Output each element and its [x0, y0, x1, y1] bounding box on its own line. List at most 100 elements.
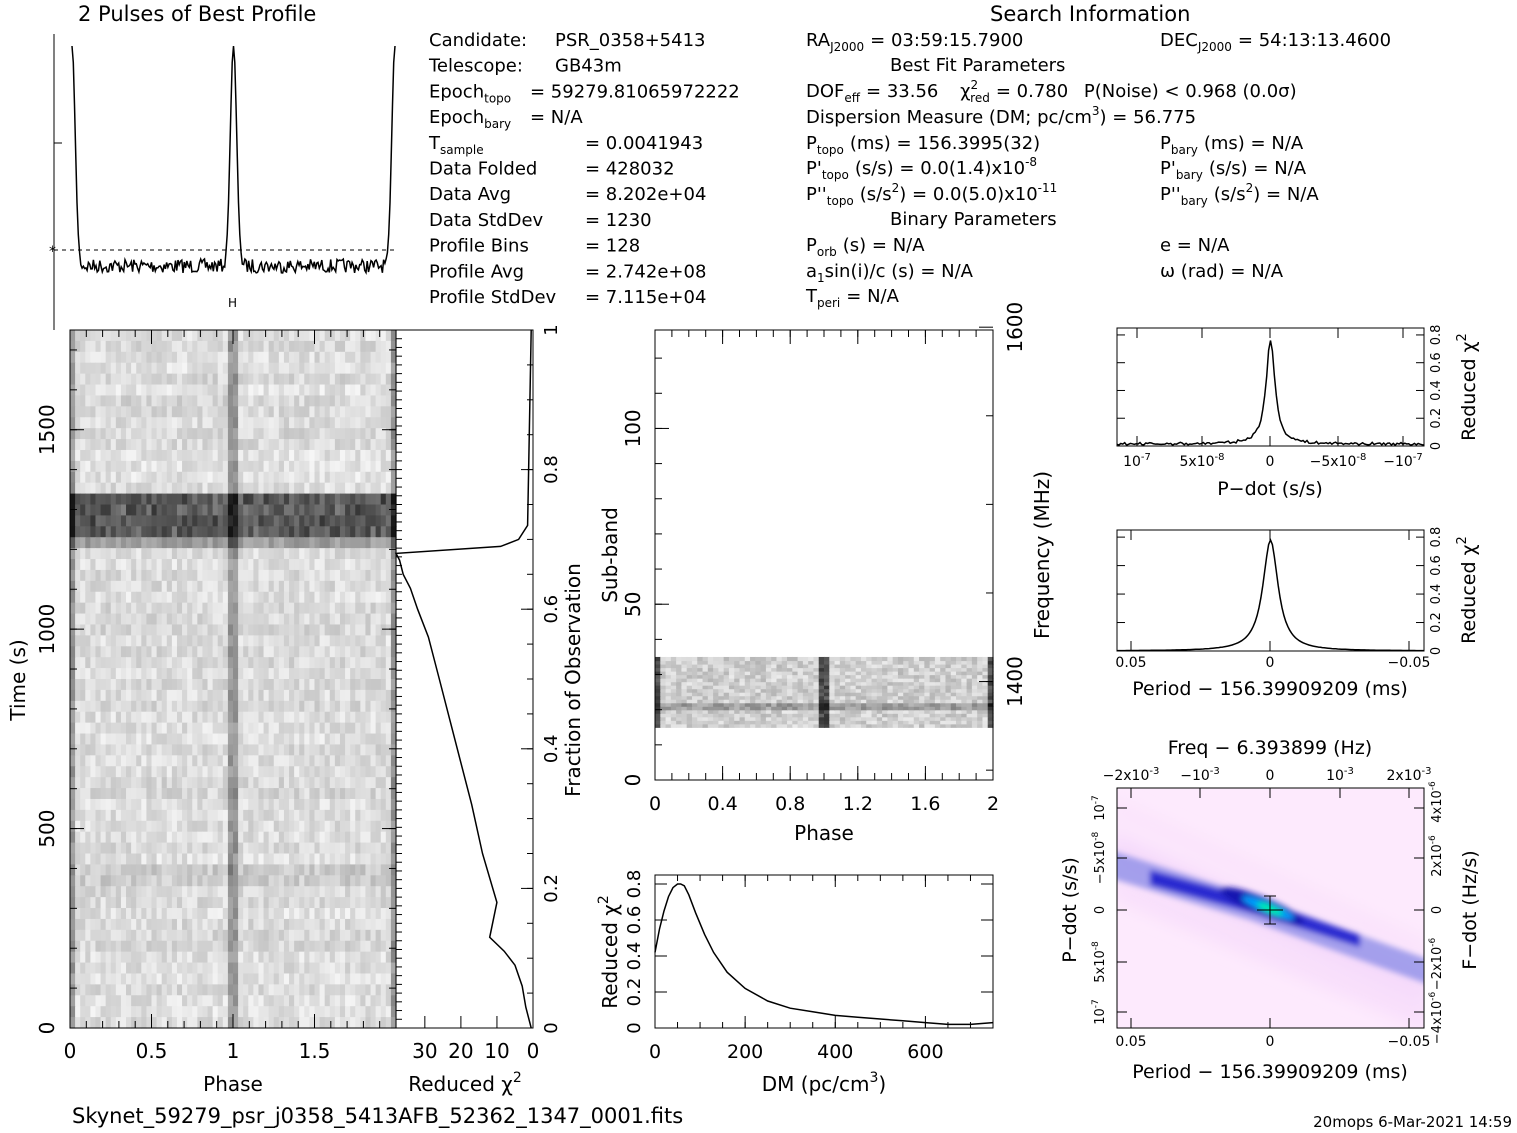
heatmap-cell — [85, 569, 91, 582]
subband-cell — [655, 702, 661, 707]
heatmap-cell — [131, 1006, 137, 1018]
heatmap-cell — [136, 591, 142, 604]
heatmap-cell — [110, 417, 117, 429]
subband-cell — [713, 723, 719, 728]
heatmap-cell — [233, 471, 239, 484]
heatmap-cell — [131, 722, 137, 735]
heatmap-cell — [319, 646, 326, 658]
heatmap-cell — [253, 559, 260, 571]
heatmap-cell — [166, 700, 173, 713]
heatmap-cell — [70, 940, 76, 953]
subband-cell — [707, 716, 714, 721]
search-info-title: Search Information — [990, 2, 1190, 26]
subband-cell — [934, 720, 941, 725]
heatmap-cell — [151, 384, 158, 397]
heatmap-cell — [131, 766, 137, 778]
heatmap-cell — [263, 700, 270, 713]
subband-cell — [829, 716, 836, 721]
heatmap-cell — [182, 526, 188, 538]
heatmap-cell — [197, 559, 204, 571]
heatmap-cell — [222, 755, 229, 767]
heatmap-cell — [278, 842, 285, 855]
heatmap-cell — [233, 373, 239, 386]
heatmap-cell — [75, 766, 81, 778]
heatmap-cell — [334, 340, 341, 353]
subband-cell — [977, 695, 984, 700]
heatmap-cell — [166, 613, 173, 626]
heatmap-cell — [294, 1006, 300, 1018]
heatmap-cell — [289, 809, 295, 822]
heatmap-cell — [299, 831, 305, 844]
subband-cell — [797, 716, 804, 721]
heatmap-cell — [243, 646, 249, 658]
subband-cell — [940, 713, 947, 718]
best-fit-title: Best Fit Parameters — [890, 55, 1065, 76]
heatmap-cell — [176, 569, 183, 582]
heatmap-cell — [222, 471, 229, 484]
heatmap-cell — [289, 548, 295, 560]
heatmap-cell — [171, 395, 178, 407]
heatmap-cell — [273, 809, 280, 822]
heatmap-cell — [380, 526, 387, 538]
heatmap-cell — [70, 875, 76, 887]
heatmap-cell — [253, 918, 260, 931]
heatmap-cell — [390, 722, 397, 735]
heatmap-cell — [115, 831, 122, 844]
heatmap-cell — [151, 569, 158, 582]
heatmap-cell — [166, 679, 173, 691]
heatmap-cell — [314, 744, 321, 756]
heatmap-cell — [156, 908, 163, 920]
heatmap-cell — [273, 689, 280, 702]
heatmap-cell — [192, 853, 198, 866]
heatmap-cell — [85, 548, 91, 560]
subband-cell — [945, 695, 952, 700]
subband-cell — [771, 702, 778, 707]
heatmap-cell — [207, 449, 214, 462]
heatmap-cell — [222, 351, 229, 364]
subband-cell — [987, 713, 994, 718]
heatmap-cell — [90, 853, 97, 866]
p-topo-line: Ptopo (ms) = 156.3995(32) — [806, 133, 1040, 157]
heatmap-cell — [360, 788, 367, 800]
heatmap-cell — [299, 504, 305, 517]
heatmap-cell — [385, 875, 392, 887]
heatmap-cell — [222, 864, 229, 876]
heatmap-cell — [126, 635, 132, 647]
heatmap-cell — [243, 471, 249, 484]
tperi-line: Tperi = N/A — [805, 286, 900, 310]
heatmap-cell — [314, 569, 321, 582]
heatmap-cell — [85, 613, 91, 626]
heatmap-cell — [390, 897, 397, 909]
heatmap-cell — [151, 668, 158, 680]
heatmap-cell — [212, 362, 219, 375]
heatmap-cell — [278, 744, 285, 756]
heatmap-cell — [360, 373, 367, 386]
heatmap-cell — [370, 482, 377, 495]
heatmap-cell — [355, 853, 361, 866]
subband-cell — [961, 720, 968, 725]
heatmap-cell — [197, 526, 204, 538]
heatmap-cell — [243, 853, 249, 866]
heatmap-cell — [75, 918, 81, 931]
heatmap-cell — [100, 580, 107, 593]
heatmap-cell — [360, 820, 367, 833]
heatmap-cell — [294, 526, 300, 538]
heatmap-cell — [304, 668, 310, 680]
subband-cell — [839, 702, 846, 707]
heatmap-cell — [339, 766, 346, 778]
time-phase-ytick: 1000 — [35, 604, 59, 655]
heatmap-cell — [345, 897, 351, 909]
heatmap-cell — [350, 984, 356, 996]
heatmap-cell — [263, 929, 270, 942]
heatmap-cell — [380, 624, 387, 636]
subband-cell — [802, 723, 809, 728]
heatmap-cell — [227, 973, 234, 985]
heatmap-cell — [161, 515, 168, 527]
heatmap-cell — [166, 624, 173, 636]
heatmap-cell — [192, 711, 198, 724]
heatmap-cell — [355, 755, 361, 767]
subband-cell — [977, 706, 984, 711]
subband-cell — [702, 716, 709, 721]
heatmap-cell — [110, 809, 117, 822]
heatmap-cell — [294, 657, 300, 669]
